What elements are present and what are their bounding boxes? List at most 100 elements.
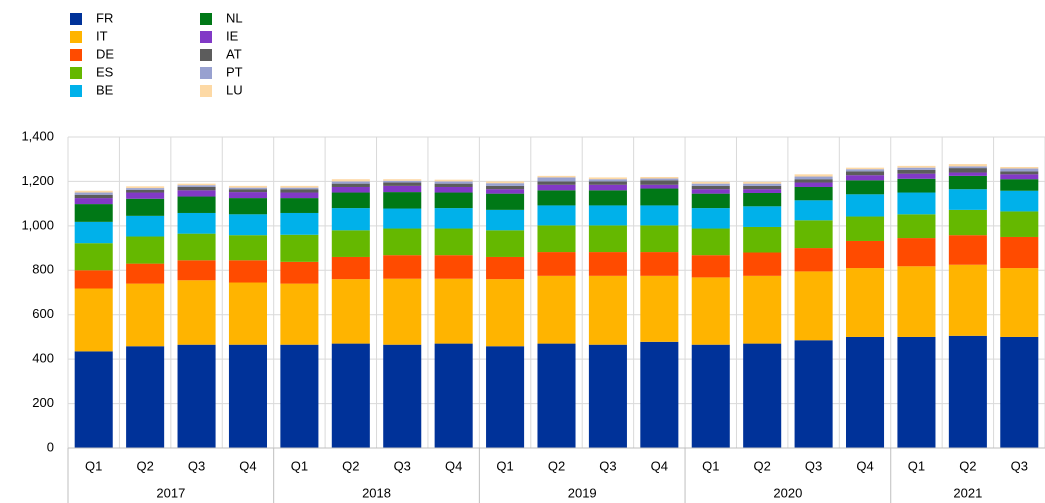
x-tick-label: Q3 [394, 458, 411, 473]
bar-segment [1000, 168, 1039, 172]
bar-segment [846, 268, 885, 337]
bar-segment [794, 176, 833, 180]
bar-segment [228, 282, 267, 345]
bar-segment [794, 200, 833, 221]
bar-segment [794, 174, 833, 177]
legend-swatch [200, 85, 212, 97]
bar-segment [383, 192, 422, 209]
bar-segment [743, 183, 782, 186]
bar-segment [846, 171, 885, 176]
bar-segment [691, 193, 730, 209]
bar-segment [588, 190, 627, 206]
bar-segment [331, 343, 370, 448]
bar-segment [383, 278, 422, 345]
bar-segment [691, 181, 730, 184]
bar-segment [126, 192, 165, 199]
bar-segment [691, 228, 730, 256]
bar-segment [280, 344, 319, 448]
bar-segment [588, 179, 627, 182]
bar-segment [280, 189, 319, 193]
bar-segment [434, 183, 473, 187]
bar-segment [331, 179, 370, 182]
bar-segment [743, 206, 782, 227]
y-tick-label: 600 [32, 306, 54, 321]
bar-segment [177, 185, 216, 187]
x-tick-label: Q2 [959, 458, 976, 473]
legend-label: PT [226, 64, 243, 79]
bar-segment [383, 180, 422, 183]
bar-segment [640, 178, 679, 181]
legend-label: AT [226, 46, 242, 61]
year-label: 2020 [773, 485, 802, 500]
bar-segment [383, 228, 422, 256]
y-tick-label: 400 [32, 351, 54, 366]
year-label: 2019 [568, 485, 597, 500]
bar-segment [948, 175, 987, 190]
bar-segment [74, 243, 113, 271]
bar-segment [280, 187, 319, 190]
bar-segment [588, 275, 627, 345]
bar-segment [1000, 174, 1039, 180]
bar-segment [537, 275, 576, 344]
legend-label: IE [226, 28, 239, 43]
bar-segment [177, 212, 216, 234]
bar-segment [691, 344, 730, 448]
bar-segment [846, 169, 885, 172]
bar-segment [228, 214, 267, 236]
x-tick-label: Q3 [805, 458, 822, 473]
bar-segment [588, 225, 627, 253]
bar-segment [691, 277, 730, 345]
bar-segment [126, 236, 165, 264]
x-tick-label: Q3 [188, 458, 205, 473]
x-tick-label: Q1 [908, 458, 925, 473]
bar-segment [228, 185, 267, 188]
bar-segment [331, 230, 370, 257]
bar-segment [177, 190, 216, 197]
bar-segment [383, 208, 422, 229]
legend-swatch [70, 13, 82, 25]
bar-segment [280, 192, 319, 199]
bar-segment [640, 275, 679, 342]
bar-segment [228, 198, 267, 215]
bar-segment [948, 168, 987, 173]
bar-segment [74, 198, 113, 205]
bar-segment [794, 179, 833, 183]
bar-segment [537, 177, 576, 182]
x-tick-label: Q2 [136, 458, 153, 473]
bar-segment [948, 189, 987, 210]
bar-segment [743, 275, 782, 344]
bar-segment [897, 214, 936, 239]
bar-segment [1000, 190, 1039, 212]
bar-segment [691, 183, 730, 186]
bar-segment [1000, 211, 1039, 237]
bar-segment [743, 185, 782, 190]
bar-segment [280, 261, 319, 284]
year-label: 2018 [362, 485, 391, 500]
x-tick-label: Q3 [599, 458, 616, 473]
bar-segment [588, 184, 627, 191]
legend-label: LU [226, 82, 243, 97]
bar-segment [640, 176, 679, 179]
bar-segment [126, 346, 165, 448]
bar-segment [537, 190, 576, 206]
bar-segment [434, 278, 473, 344]
bar-segment [383, 344, 422, 448]
bar-segment [331, 186, 370, 193]
bar-segment [948, 209, 987, 236]
bar-segment [74, 204, 113, 222]
bar-segment [1000, 166, 1039, 169]
y-tick-label: 1,400 [21, 128, 54, 143]
x-tick-label: Q2 [342, 458, 359, 473]
bar-segment [588, 252, 627, 276]
y-tick-label: 0 [47, 439, 54, 454]
bar-segment [486, 181, 525, 184]
bar-segment [691, 255, 730, 278]
bar-segment [177, 233, 216, 261]
bar-segment [126, 189, 165, 193]
bar-segment [794, 182, 833, 187]
bar-segment [691, 189, 730, 194]
x-tick-label: Q4 [239, 458, 256, 473]
bar-segment [537, 181, 576, 185]
bar-segment [537, 205, 576, 226]
